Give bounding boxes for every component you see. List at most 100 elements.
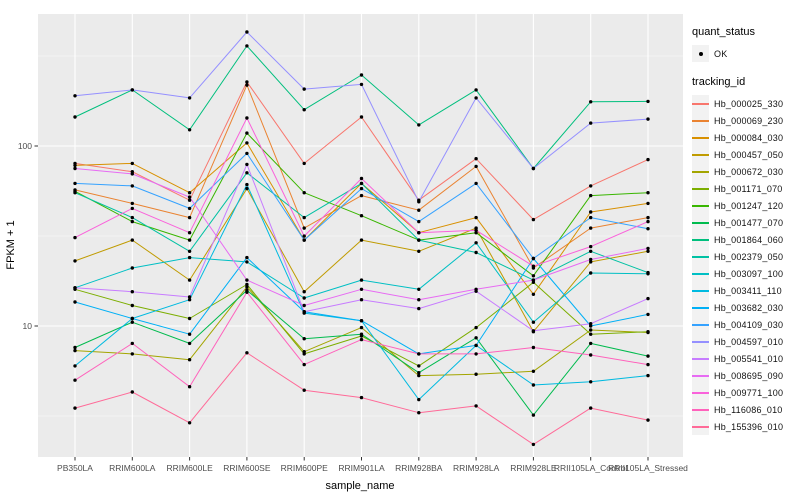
legend-item-Hb_000457_050: Hb_000457_050 [692,146,798,163]
data-point [187,191,192,195]
data-point [245,151,249,156]
data-point [187,255,192,260]
data-point [589,380,593,384]
data-point [187,316,192,321]
data-point [245,162,249,167]
data-point [474,157,478,161]
data-point [474,404,478,408]
legend-title-tracking-id: tracking_id [692,76,746,88]
y-tick-label: 10 [23,321,33,331]
data-point [359,214,364,218]
series-line-swatch [692,102,709,105]
series-line-swatch [692,255,709,258]
x-tick-label: PB350LA [57,463,93,473]
data-point [130,206,134,211]
data-point [187,332,192,336]
data-point [474,228,478,232]
data-point [589,100,593,104]
data-point [245,141,249,145]
data-point [589,353,593,357]
data-point [130,88,134,92]
legend-item-label: Hb_000084_030 [714,132,784,143]
data-point [187,421,192,425]
x-tick-label: RRIM600LE [166,463,213,473]
data-point [646,249,650,253]
legend-item-Hb_116086_010: Hb_116086_010 [692,401,798,418]
data-point [73,345,77,350]
series-color-key [692,265,709,282]
quant-status-key [692,45,709,62]
legend-item-label: Hb_000457_050 [714,149,784,160]
series-line-swatch [692,306,709,309]
data-point [646,272,650,276]
legend-item-Hb_000069_230: Hb_000069_230 [692,112,798,129]
data-point [245,260,249,264]
data-point [474,231,478,235]
data-point [73,406,77,410]
series-line-swatch [692,170,709,173]
series-color-key [692,282,709,299]
legend-title-quant-status: quant_status [692,26,755,38]
data-point [359,193,364,198]
data-point [187,298,192,302]
data-point [187,231,192,235]
data-point [187,96,192,100]
data-point [531,256,536,261]
legend-item-label: Hb_002379_050 [714,251,784,262]
data-point [646,354,650,358]
data-point [245,171,249,175]
series-color-key [692,146,709,163]
series-line-swatch [692,204,709,207]
data-point [359,325,364,330]
data-point [302,352,306,356]
series-line-swatch [692,272,709,275]
data-point [302,226,306,230]
data-point [359,332,364,336]
x-axis-title: sample_name [325,480,394,492]
data-point [646,227,650,231]
data-point [646,362,650,367]
data-point [302,362,306,367]
data-point [245,83,249,87]
series-color-key [692,418,709,435]
data-point [474,96,478,100]
data-point [245,255,249,260]
legend-series-list: Hb_000025_330 Hb_000069_230 Hb_000084_030 H… [692,95,798,435]
data-point [187,215,192,220]
series-line-swatch [692,340,709,343]
data-point [531,264,536,268]
legend-item-Hb_001171_070: Hb_001171_070 [692,180,798,197]
legend-item-Hb_005541_010: Hb_005541_010 [692,350,798,367]
data-point [130,215,134,220]
data-point [245,182,249,187]
data-point [589,184,593,188]
series-line-swatch [692,187,709,190]
series-line-swatch [692,119,709,122]
data-point [130,238,134,242]
data-point [417,238,421,242]
data-point [359,278,364,282]
legend-item-Hb_000672_030: Hb_000672_030 [692,163,798,180]
series-line-swatch [692,391,709,394]
series-line-swatch [692,408,709,411]
series-color-key [692,350,709,367]
legend-item-Hb_003682_030: Hb_003682_030 [692,299,798,316]
data-point [73,348,77,353]
data-point [531,274,536,278]
data-point [245,282,249,287]
legend-item-label: Hb_008695_090 [714,370,784,381]
data-point [73,286,77,290]
data-point [589,193,593,198]
series-line-swatch [692,153,709,156]
data-point [73,378,77,382]
data-point [73,163,77,168]
data-point [359,115,364,119]
series-color-key [692,367,709,384]
y-tick-label: 100 [18,141,32,151]
series-color-key [692,333,709,350]
data-point [302,388,306,392]
x-tick-label: RRIM600SE [223,463,271,473]
data-point [187,128,192,132]
data-point [73,166,77,171]
legend-item-Hb_000084_030: Hb_000084_030 [692,129,798,146]
